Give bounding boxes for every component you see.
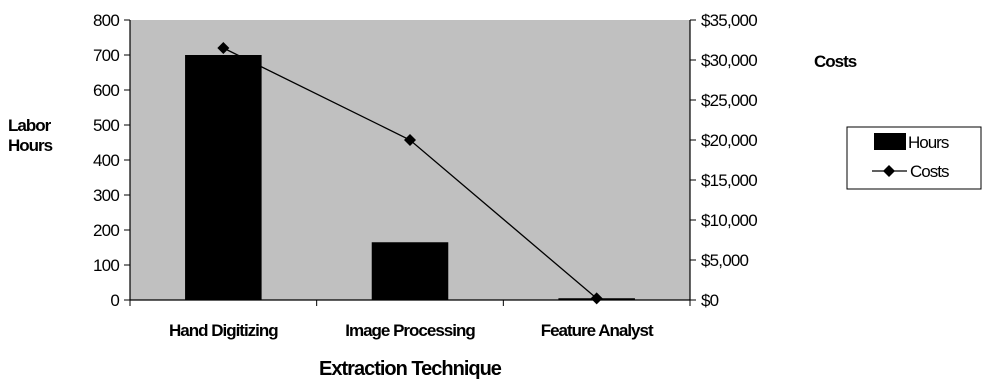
y-tick-label: 0 xyxy=(110,291,119,310)
costs-point-hand-digitizing xyxy=(217,42,230,54)
y-tick-label: 500 xyxy=(93,116,119,135)
y2-tick-label: $25,000 xyxy=(701,91,757,110)
bar-series-hours xyxy=(185,55,635,300)
legend-swatch-hours xyxy=(874,133,906,150)
y2-tick-label: $35,000 xyxy=(701,11,757,30)
y-axis-title-line1: Labor xyxy=(8,116,52,135)
x-category-label: Hand Digitizing xyxy=(169,321,278,340)
y2-axis-title: Costs xyxy=(814,52,857,71)
y-tick-label: 100 xyxy=(93,256,119,275)
y2-tick-label: $5,000 xyxy=(701,251,749,270)
legend-label-hours: Hours xyxy=(908,133,949,152)
x-axis-title: Extraction Technique xyxy=(319,358,502,379)
y2-tick-label: $30,000 xyxy=(701,51,757,70)
legend-swatch-costs-marker xyxy=(883,165,895,177)
y-axis-title-line2: Hours xyxy=(8,136,53,155)
y2-tick-label: $10,000 xyxy=(701,211,757,230)
y-tick-label: 600 xyxy=(93,81,119,100)
y-tick-label: 700 xyxy=(93,46,119,65)
y2-tick-label: $15,000 xyxy=(701,171,757,190)
bar-image-processing xyxy=(371,242,449,300)
costs-point-image-processing xyxy=(404,134,416,146)
y2-tick-label: $20,000 xyxy=(701,131,757,150)
line-series-costs xyxy=(217,42,603,305)
y2-tick-label: $0 xyxy=(701,291,719,310)
axes xyxy=(124,19,696,306)
y-tick-label: 200 xyxy=(93,221,119,240)
costs-point-feature-analyst xyxy=(590,292,603,305)
legend: Hours Costs xyxy=(846,126,982,190)
y-tick-label: 800 xyxy=(93,11,119,30)
x-category-label: Feature Analyst xyxy=(541,321,654,340)
y-tick-label: 300 xyxy=(93,186,119,205)
bar-hand-digitizing xyxy=(185,55,262,300)
tick-labels: 0 100 200 300 400 500 600 700 800 $0 $5,000 $10,000… xyxy=(93,11,758,340)
y-tick-label: 400 xyxy=(93,151,119,170)
x-category-label: Image Processing xyxy=(345,321,475,340)
legend-box xyxy=(846,126,982,190)
legend-label-costs: Costs xyxy=(910,162,949,181)
